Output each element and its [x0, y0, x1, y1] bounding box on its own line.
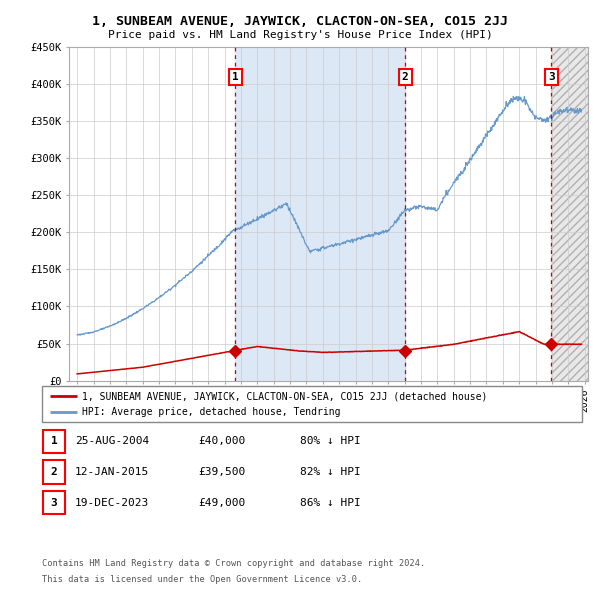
- Text: 1, SUNBEAM AVENUE, JAYWICK, CLACTON-ON-SEA, CO15 2JJ (detached house): 1, SUNBEAM AVENUE, JAYWICK, CLACTON-ON-S…: [83, 391, 488, 401]
- Text: 3: 3: [50, 498, 58, 507]
- Text: £39,500: £39,500: [198, 467, 245, 477]
- Text: 86% ↓ HPI: 86% ↓ HPI: [300, 498, 361, 507]
- Text: 3: 3: [548, 72, 555, 82]
- Bar: [551, 47, 600, 381]
- Text: 25-AUG-2004: 25-AUG-2004: [75, 437, 149, 446]
- Text: 12-JAN-2015: 12-JAN-2015: [75, 467, 149, 477]
- Text: HPI: Average price, detached house, Tendring: HPI: Average price, detached house, Tend…: [83, 407, 341, 417]
- Text: 2: 2: [50, 467, 58, 477]
- Text: 1: 1: [50, 437, 58, 446]
- Text: Contains HM Land Registry data © Crown copyright and database right 2024.: Contains HM Land Registry data © Crown c…: [42, 559, 425, 568]
- Text: This data is licensed under the Open Government Licence v3.0.: This data is licensed under the Open Gov…: [42, 575, 362, 584]
- Text: £49,000: £49,000: [198, 498, 245, 507]
- Text: 82% ↓ HPI: 82% ↓ HPI: [300, 467, 361, 477]
- Text: £40,000: £40,000: [198, 437, 245, 446]
- Text: 1: 1: [232, 72, 239, 82]
- Text: 1, SUNBEAM AVENUE, JAYWICK, CLACTON-ON-SEA, CO15 2JJ: 1, SUNBEAM AVENUE, JAYWICK, CLACTON-ON-S…: [92, 15, 508, 28]
- Text: Price paid vs. HM Land Registry's House Price Index (HPI): Price paid vs. HM Land Registry's House …: [107, 30, 493, 40]
- Text: 2: 2: [402, 72, 409, 82]
- Bar: [235, 47, 405, 381]
- Text: 80% ↓ HPI: 80% ↓ HPI: [300, 437, 361, 446]
- Bar: [551, 47, 600, 381]
- Text: 19-DEC-2023: 19-DEC-2023: [75, 498, 149, 507]
